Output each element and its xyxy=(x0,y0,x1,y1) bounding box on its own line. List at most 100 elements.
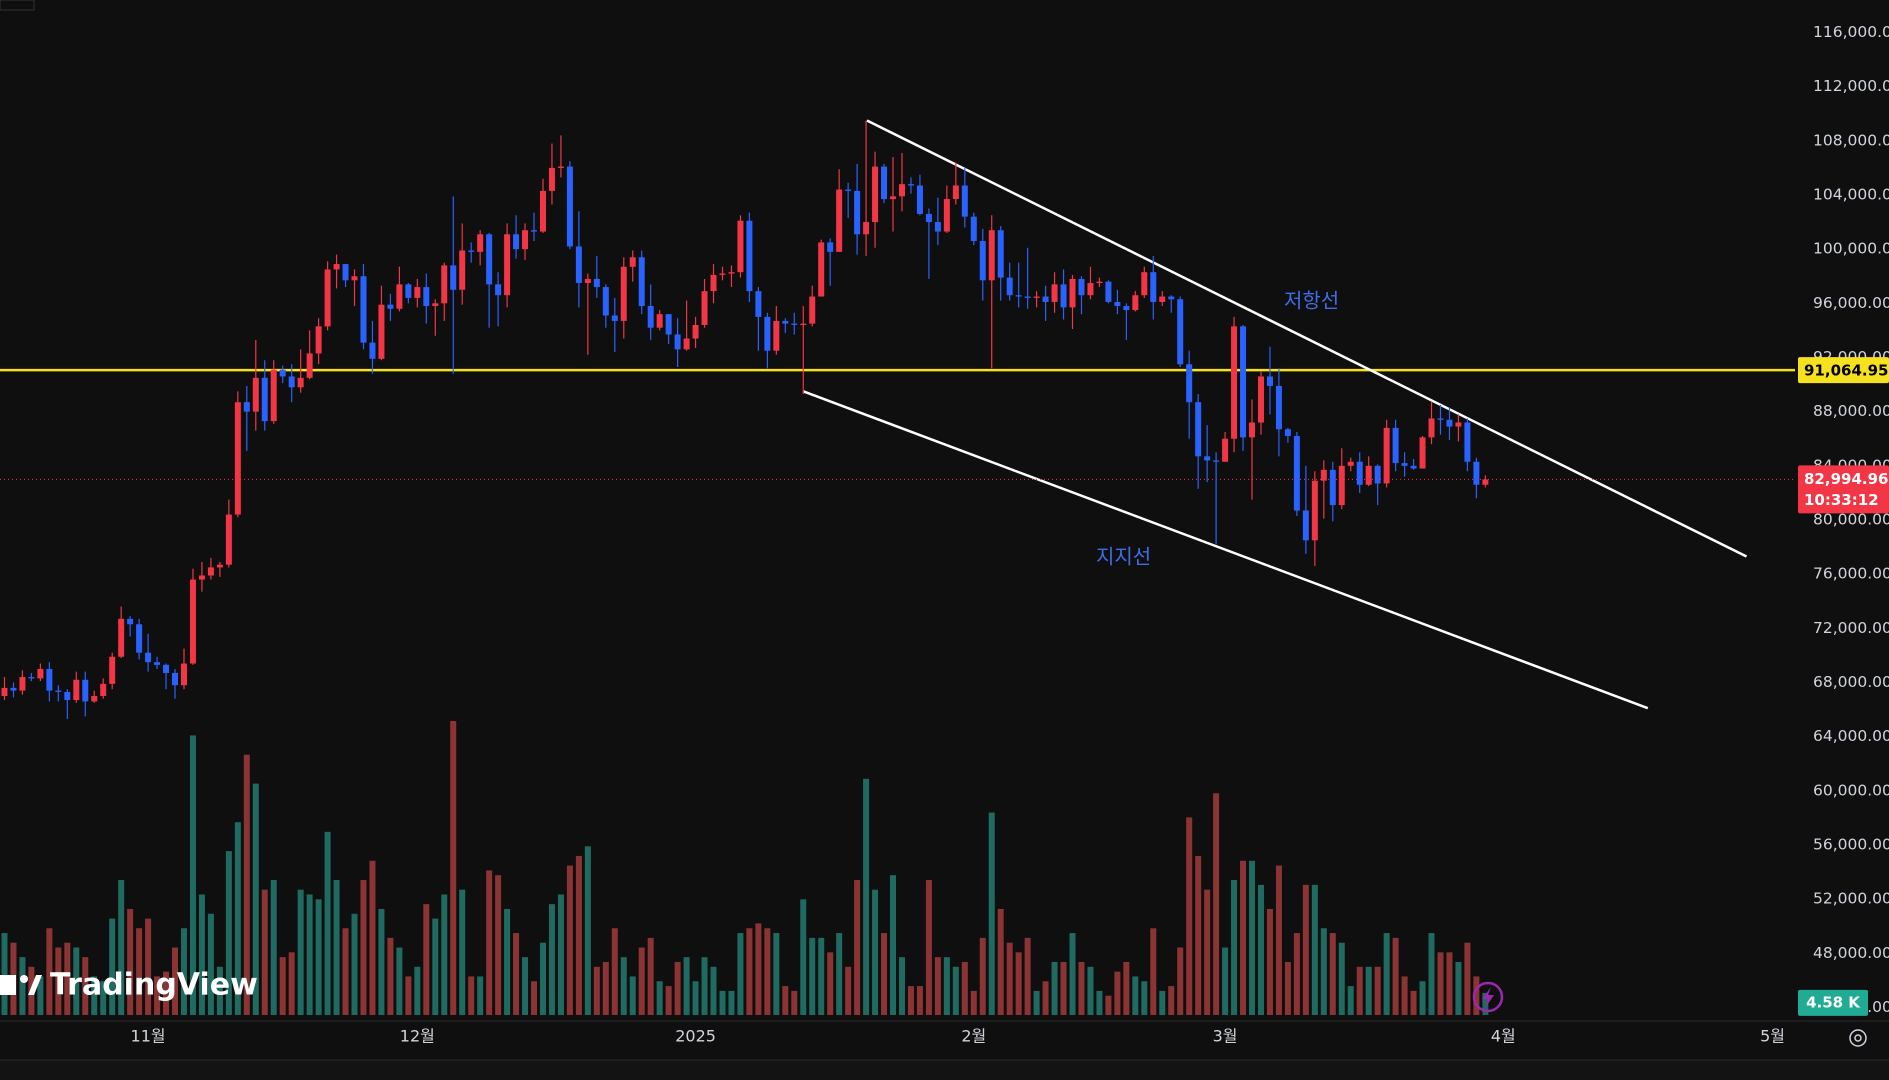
volume-bar xyxy=(55,947,62,1015)
volume-bar xyxy=(1150,928,1157,1015)
volume-bar xyxy=(1141,981,1148,1015)
volume-bar xyxy=(1249,860,1256,1015)
volume-bar xyxy=(1024,937,1031,1015)
last-price-label: 82,994.96 xyxy=(1804,470,1888,488)
candle-body xyxy=(378,304,385,359)
alert-circle[interactable] xyxy=(1472,981,1504,1013)
x-tick-label: 12월 xyxy=(400,1027,435,1046)
volume-bar xyxy=(1365,966,1372,1015)
candle-body xyxy=(198,575,205,580)
candle-body xyxy=(1096,281,1103,284)
volume-bar xyxy=(1015,952,1022,1015)
candle-body xyxy=(1168,296,1175,300)
candle-body xyxy=(656,314,663,328)
volume-bar xyxy=(1320,928,1327,1015)
volume-label: 4.58 K xyxy=(1806,993,1861,1011)
volume-bar xyxy=(557,894,564,1015)
candle-body xyxy=(1266,376,1273,386)
y-tick-label: 76,000.00 xyxy=(1813,565,1889,583)
x-tick-label: 3월 xyxy=(1213,1027,1238,1046)
candle-body xyxy=(82,679,89,702)
candle-body xyxy=(127,618,134,625)
volume-bar xyxy=(1231,880,1238,1015)
candle-body xyxy=(710,274,717,292)
volume-bar xyxy=(198,894,205,1015)
alert-icon[interactable] xyxy=(1472,981,1504,1013)
x-tick-label: 2월 xyxy=(961,1027,986,1046)
volume-bar xyxy=(665,986,672,1015)
candle-body xyxy=(737,220,744,273)
volume-bar xyxy=(225,851,232,1015)
candle-body xyxy=(441,265,448,304)
volume-bar xyxy=(37,976,44,1015)
volume-bar xyxy=(333,880,340,1015)
y-tick-label: 56,000.00 xyxy=(1813,835,1889,853)
candle-body xyxy=(1374,465,1381,484)
volume-bar xyxy=(468,976,475,1015)
candle-body xyxy=(809,296,816,324)
logo-part xyxy=(20,975,28,983)
volume-bar xyxy=(737,933,744,1015)
candle-body xyxy=(1302,510,1309,541)
candle-body xyxy=(674,334,681,350)
volume-bar xyxy=(1096,990,1103,1015)
candle-body xyxy=(145,652,152,663)
volume-bar xyxy=(970,990,977,1015)
volume-bar xyxy=(1428,933,1435,1015)
volume-bar xyxy=(252,783,259,1015)
candle-body xyxy=(1114,301,1121,307)
candle-body xyxy=(1437,418,1444,420)
y-tick-label: 96,000.00 xyxy=(1813,294,1889,312)
volume-bar xyxy=(1257,884,1264,1015)
candle-body xyxy=(19,677,26,691)
settings-icon-inner[interactable] xyxy=(1854,1034,1862,1042)
volume-bar xyxy=(1338,942,1345,1015)
candle-body xyxy=(791,323,798,325)
candle-body xyxy=(898,184,905,197)
candle-body xyxy=(270,369,277,422)
candle-body xyxy=(1419,437,1426,469)
volume-bar xyxy=(154,976,161,1015)
volume-bar xyxy=(1006,942,1013,1015)
alert-bolt[interactable] xyxy=(1482,987,1494,1008)
volume-bar xyxy=(207,913,214,1015)
candle-body xyxy=(333,264,340,270)
candle-body xyxy=(1141,272,1148,296)
candle-body xyxy=(1105,281,1112,302)
volume-bar xyxy=(881,933,888,1015)
volume-bar xyxy=(1078,961,1085,1015)
plot-area xyxy=(0,119,1795,1015)
volume-bar xyxy=(1114,971,1121,1015)
candle-body xyxy=(863,222,870,235)
candle-body xyxy=(1365,465,1372,485)
candle-body xyxy=(557,166,564,168)
volume-bar xyxy=(73,947,80,1015)
candle-body xyxy=(539,190,546,232)
candle-body xyxy=(1033,296,1040,298)
candle-body xyxy=(907,184,914,186)
candle-body xyxy=(1428,418,1435,438)
candle-body xyxy=(836,189,843,252)
candle-body xyxy=(1320,469,1327,481)
last-price-box xyxy=(1798,465,1889,514)
candle-body xyxy=(351,276,358,281)
volume-bar xyxy=(243,754,250,1015)
volume-bar xyxy=(863,778,870,1015)
candle-body xyxy=(91,696,98,702)
candle-body xyxy=(163,664,170,673)
candle-body xyxy=(1275,385,1282,430)
candle-body xyxy=(872,166,879,223)
candle-body xyxy=(100,683,107,697)
volume-bar xyxy=(1302,884,1309,1015)
candle-body xyxy=(952,185,959,200)
settings-icon[interactable] xyxy=(1849,1029,1867,1047)
candle-body xyxy=(1482,479,1489,485)
candle-body xyxy=(1204,456,1211,461)
candle-body xyxy=(207,567,214,576)
x-tick-label: 2025 xyxy=(675,1027,716,1046)
volume-bar xyxy=(755,923,762,1015)
candle-body xyxy=(925,213,932,223)
candle-body xyxy=(1177,299,1184,365)
